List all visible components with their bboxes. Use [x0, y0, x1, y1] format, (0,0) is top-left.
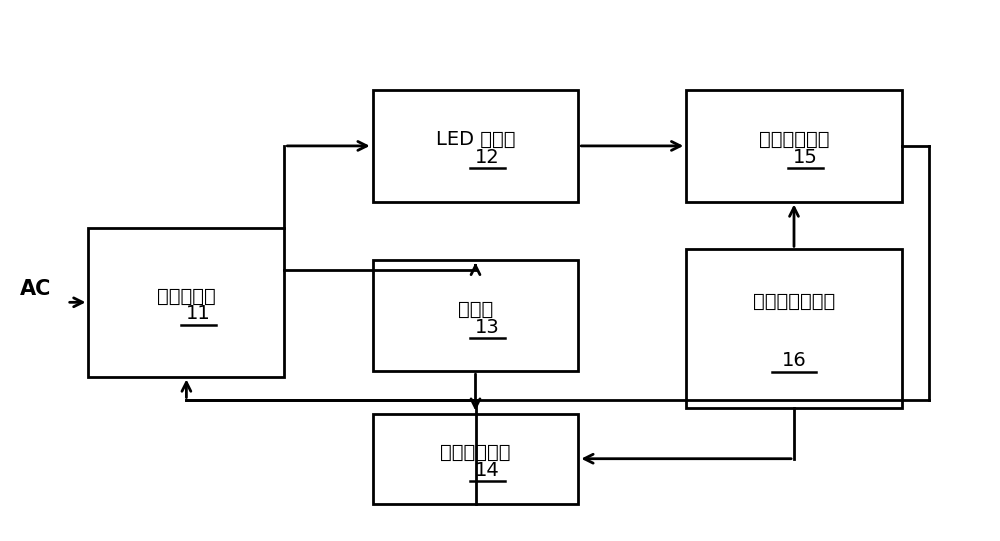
Text: 16: 16: [782, 351, 806, 370]
Text: AC: AC: [20, 279, 51, 299]
Text: 14: 14: [475, 461, 500, 480]
Bar: [373, 414, 578, 504]
Bar: [686, 249, 902, 408]
Text: 参考电压源电路: 参考电压源电路: [753, 292, 835, 311]
Bar: [373, 260, 578, 371]
Text: 第二恒流电路: 第二恒流电路: [759, 130, 829, 149]
Text: 第一恒流电路: 第一恒流电路: [440, 443, 511, 462]
Bar: [686, 90, 902, 202]
Text: 15: 15: [793, 148, 818, 167]
Text: 电容器: 电容器: [458, 300, 493, 319]
Text: 整流桥电路: 整流桥电路: [157, 286, 216, 306]
Text: 13: 13: [475, 318, 500, 337]
Bar: [373, 90, 578, 202]
Bar: [88, 228, 284, 377]
Text: 11: 11: [186, 305, 211, 324]
Text: 12: 12: [475, 148, 500, 167]
Text: LED 串电路: LED 串电路: [436, 130, 515, 149]
